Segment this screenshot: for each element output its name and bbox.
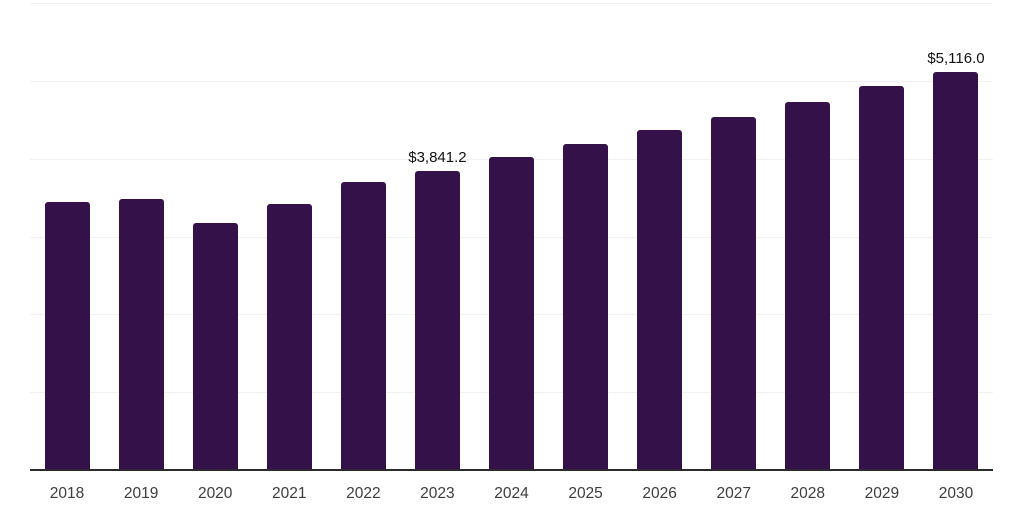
x-axis-label-2018: 2018: [49, 485, 85, 502]
bar-2020: [192, 222, 238, 470]
bar-2021: [266, 203, 312, 470]
x-axis-label-2025: 2025: [568, 485, 603, 502]
bar-2029: [859, 85, 905, 470]
bar-value-label-2030: $5,116.0: [927, 49, 985, 67]
bar-2023: [414, 171, 460, 470]
bar-2022: [340, 182, 386, 470]
x-axis-label-2021: 2021: [272, 485, 307, 502]
bar-2030: [933, 71, 979, 470]
x-axis-label-2019: 2019: [123, 485, 159, 502]
bar-2027: [711, 117, 757, 470]
x-axis-label-2026: 2026: [642, 485, 677, 502]
gridline-6000: [30, 3, 993, 4]
bar-value-label-2023: $3,841.2: [408, 149, 467, 167]
x-axis-label-2028: 2028: [790, 485, 826, 502]
x-axis-label-2020: 2020: [197, 485, 233, 502]
bar-2024: [489, 157, 534, 470]
x-axis-label-2030: 2030: [938, 485, 974, 502]
plot-area: $3,841.2 $5,116.0: [30, 3, 993, 470]
bar-2026: [637, 130, 683, 470]
bar-2025: [563, 144, 609, 470]
x-axis-label-2023: 2023: [420, 485, 455, 502]
x-axis-label-2029: 2029: [864, 485, 900, 502]
x-axis-label-2027: 2027: [716, 485, 751, 502]
x-axis-line: [30, 469, 993, 471]
bar-2028: [785, 102, 831, 470]
x-axis-label-2024: 2024: [494, 485, 529, 502]
bar-2018: [44, 202, 90, 470]
gridline-5000: [30, 80, 993, 82]
bar-2019: [118, 198, 164, 470]
x-axis-label-2022: 2022: [346, 485, 381, 502]
